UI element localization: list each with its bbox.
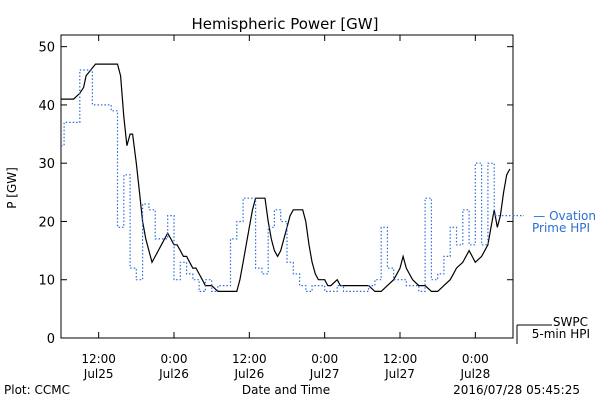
plot-frame [60, 34, 514, 339]
x-tick-label-time: 0:00 [161, 352, 188, 366]
chart-title: Hemispheric Power [GW] [192, 15, 379, 33]
y-axis-label: P [GW] [5, 167, 19, 209]
x-tick-label-date: Jul28 [459, 367, 490, 381]
legend-ovation-label-2: Prime HPI [532, 221, 590, 235]
x-tick-label-date: Jul26 [233, 367, 264, 381]
y-tick-label: 30 [38, 157, 55, 172]
legend-ovation-label-1: — Ovation [533, 209, 596, 223]
x-tick-label-time: 0:00 [311, 352, 338, 366]
series-line-swpc [61, 63, 511, 292]
legend-swpc-label-2: 5-min HPI [532, 327, 590, 341]
x-tick-label-date: Jul27 [384, 367, 415, 381]
legend-swpc-label-1: SWPC [553, 315, 588, 329]
x-tick-label-time: 12:00 [81, 352, 116, 366]
y-tick-label: 20 [38, 215, 55, 230]
x-tick-label-date: Jul25 [83, 367, 114, 381]
y-tick-label: 0 [47, 332, 55, 347]
plot-area: 0102030405012:00Jul250:00Jul2612:00Jul26… [38, 34, 514, 381]
x-axis-label: Date and Time [242, 383, 330, 397]
x-tick-label-time: 12:00 [232, 352, 267, 366]
footer-timestamp: 2016/07/28 05:45:25 [453, 383, 580, 397]
x-tick-label-time: 12:00 [383, 352, 418, 366]
y-tick-label: 50 [38, 41, 55, 56]
x-tick-label-time: 0:00 [462, 352, 489, 366]
x-tick-label-date: Jul26 [158, 367, 189, 381]
footer-plot-credit: Plot: CCMC [4, 383, 70, 397]
x-tick-label-date: Jul27 [309, 367, 340, 381]
series-line-ovation [61, 69, 513, 292]
y-tick-label: 40 [38, 99, 55, 114]
y-tick-label: 10 [38, 274, 55, 289]
